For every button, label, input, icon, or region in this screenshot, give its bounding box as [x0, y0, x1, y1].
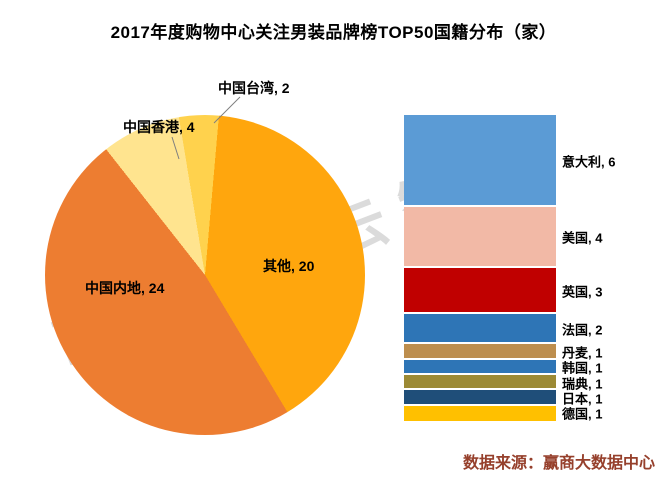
breakdown-bar: [404, 115, 556, 421]
bar-segment-label-英国: 英国, 3: [562, 284, 603, 300]
bar-segment-label-法国: 法国, 2: [562, 322, 603, 338]
pie-chart: [45, 115, 365, 435]
bar-segment-label-德国: 德国, 1: [562, 406, 603, 422]
bar-segment-德国: [404, 405, 556, 421]
bar-segment-label-瑞典: 瑞典, 1: [562, 376, 603, 392]
bar-segment-日本: [404, 390, 556, 406]
bar-segment-美国: [404, 206, 556, 268]
bar-segment-label-美国: 美国, 4: [562, 230, 603, 246]
bar-segment-label-日本: 日本, 1: [562, 391, 603, 407]
bar-segment-label-韩国: 韩国, 1: [562, 360, 603, 376]
bar-segment-英国: [404, 267, 556, 314]
bar-segment-瑞典: [404, 375, 556, 391]
bar-segment-丹麦: [404, 344, 556, 360]
bar-segment-韩国: [404, 359, 556, 376]
pie-label-taiwan: 中国台湾, 2: [218, 80, 290, 96]
breakdown-labels: 意大利, 6 美国, 4 英国, 3 法国, 2 丹麦, 1 韩国, 1 瑞典, 1 日本, …: [562, 115, 664, 421]
bar-segment-意大利: [404, 115, 556, 207]
pie-label-other: 其他, 20: [263, 258, 315, 274]
pie-label-mainland: 中国内地, 24: [85, 280, 165, 296]
data-source: 数据来源：赢商大数据中心: [462, 455, 655, 472]
bar-segment-label-丹麦: 丹麦, 1: [562, 345, 603, 361]
bar-segment-法国: [404, 313, 556, 345]
bar-segment-label-意大利: 意大利, 6: [562, 154, 616, 170]
chart-title: 2017年度购物中心关注男装品牌榜TOP50国籍分布（家）: [110, 23, 557, 42]
pie-label-hongkong: 中国香港, 4: [123, 119, 195, 135]
